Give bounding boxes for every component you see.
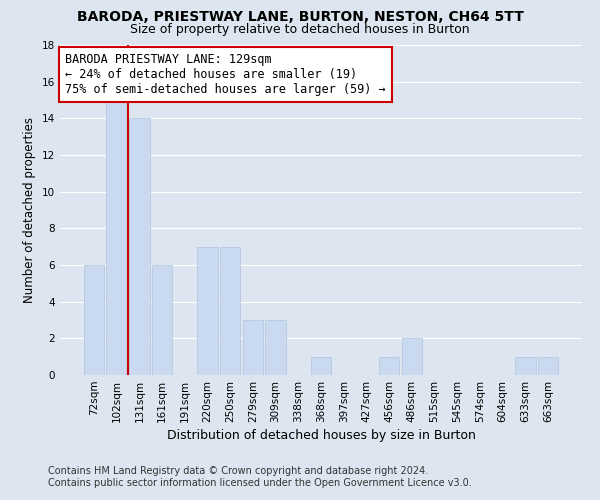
- Bar: [197, 246, 218, 375]
- Bar: [152, 265, 172, 375]
- Text: Contains HM Land Registry data © Crown copyright and database right 2024.
Contai: Contains HM Land Registry data © Crown c…: [48, 466, 472, 487]
- Text: Size of property relative to detached houses in Burton: Size of property relative to detached ho…: [130, 22, 470, 36]
- Bar: [538, 356, 558, 375]
- Bar: [106, 100, 127, 375]
- Text: BARODA PRIESTWAY LANE: 129sqm
← 24% of detached houses are smaller (19)
75% of s: BARODA PRIESTWAY LANE: 129sqm ← 24% of d…: [65, 53, 386, 96]
- Bar: [220, 246, 241, 375]
- Bar: [265, 320, 286, 375]
- Bar: [311, 356, 331, 375]
- Y-axis label: Number of detached properties: Number of detached properties: [23, 117, 37, 303]
- Bar: [515, 356, 536, 375]
- Bar: [84, 265, 104, 375]
- Bar: [242, 320, 263, 375]
- Bar: [401, 338, 422, 375]
- X-axis label: Distribution of detached houses by size in Burton: Distribution of detached houses by size …: [167, 429, 475, 442]
- Text: BARODA, PRIESTWAY LANE, BURTON, NESTON, CH64 5TT: BARODA, PRIESTWAY LANE, BURTON, NESTON, …: [77, 10, 523, 24]
- Bar: [379, 356, 400, 375]
- Bar: [129, 118, 149, 375]
